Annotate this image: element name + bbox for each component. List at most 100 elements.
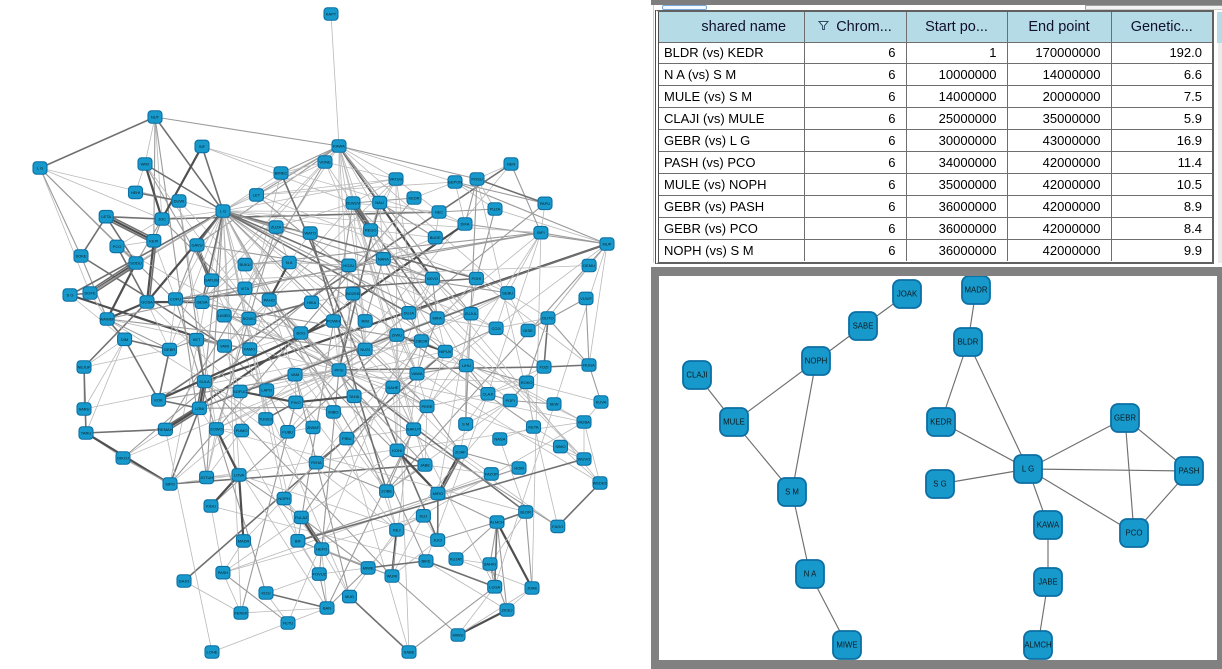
network-node[interactable]: ZICEJ <box>499 603 515 617</box>
network-edge[interactable] <box>165 429 213 653</box>
network-edge[interactable] <box>201 146 466 225</box>
network-node[interactable]: FAZOP <box>483 467 499 481</box>
network-edge[interactable] <box>391 515 424 577</box>
network-node[interactable]: HEC <box>431 205 447 219</box>
network-node[interactable]: JABE <box>1033 567 1063 597</box>
network-node[interactable]: DUJ <box>415 508 431 523</box>
network-edge[interactable] <box>457 586 496 636</box>
detail-network-view[interactable]: JOAK SABE NOPH CLAJI MULE S M N A MIWE MADR BLDR K… <box>659 276 1217 660</box>
network-edge[interactable] <box>527 297 587 331</box>
network-edge[interactable] <box>454 181 546 204</box>
network-edge[interactable] <box>85 428 166 434</box>
network-edge[interactable] <box>199 408 328 609</box>
network-node[interactable]: MIWE <box>360 561 376 575</box>
network-edge[interactable] <box>495 327 545 368</box>
network-edge[interactable] <box>158 163 512 401</box>
edge-value-cell[interactable]: 11.4 <box>1110 150 1212 174</box>
network-edge[interactable] <box>585 298 590 366</box>
network-node[interactable]: MIRO <box>430 486 446 501</box>
network-edge[interactable] <box>175 232 541 300</box>
network-node[interactable]: LIMED <box>216 308 232 323</box>
network-edge[interactable] <box>215 226 277 430</box>
network-node[interactable]: PASH <box>215 565 231 580</box>
network-node[interactable]: KUVA <box>593 395 609 409</box>
network-node[interactable]: KEDR <box>406 191 422 205</box>
network-edge[interactable] <box>338 145 478 180</box>
edge-value-cell[interactable]: 6.6 <box>1110 63 1212 87</box>
network-node[interactable]: ZIWU <box>389 328 405 342</box>
network-edge[interactable] <box>143 163 164 220</box>
network-node[interactable]: DUJA <box>401 305 417 320</box>
network-node[interactable]: KET <box>189 332 205 347</box>
network-node[interactable]: ROKO <box>519 375 535 390</box>
network-edge[interactable] <box>526 381 602 403</box>
network-edge[interactable] <box>391 539 438 577</box>
network-node[interactable]: KEDR <box>926 407 956 437</box>
network-node[interactable]: BOG <box>293 326 309 340</box>
network-edge[interactable] <box>244 287 340 371</box>
network-node[interactable]: POWIH <box>325 314 342 328</box>
network-node[interactable]: LOHE <box>204 645 220 659</box>
network-edge[interactable] <box>222 210 242 614</box>
network-edge[interactable] <box>455 558 533 589</box>
network-edge[interactable] <box>338 366 545 371</box>
network-edge[interactable] <box>316 462 387 492</box>
network-edge[interactable] <box>460 451 520 469</box>
network-node[interactable]: DUTO <box>540 311 556 325</box>
network-edge[interactable] <box>195 339 206 382</box>
edge-table-row[interactable]: MULE (vs) NOPH 6 35000000 42000000 10.5 <box>659 172 1212 196</box>
network-edge[interactable] <box>175 298 422 342</box>
edge-value-cell[interactable]: 20000000 <box>1006 85 1112 109</box>
network-node[interactable]: KUJAT <box>448 552 464 566</box>
network-edge[interactable] <box>169 408 201 485</box>
network-node[interactable]: SIF <box>194 139 210 154</box>
network-node[interactable]: HEN <box>503 157 519 171</box>
network-node[interactable]: KEPI <box>146 234 162 248</box>
edge-value-cell[interactable]: 6 <box>803 63 907 87</box>
network-edge[interactable] <box>238 474 438 541</box>
edge-value-cell[interactable]: 35000000 <box>1006 107 1112 131</box>
network-node[interactable]: JOAK <box>892 279 922 309</box>
network-node[interactable]: ZUZA <box>268 220 284 234</box>
network-edge[interactable] <box>174 244 198 300</box>
network-node[interactable]: S G <box>925 469 955 499</box>
edge-value-cell[interactable]: 9.9 <box>1110 238 1212 261</box>
network-node[interactable]: ZOWO <box>208 422 224 436</box>
network-node[interactable]: LETA <box>98 209 114 224</box>
network-edge[interactable] <box>158 369 340 401</box>
network-node[interactable]: SAHIG <box>482 557 498 571</box>
network-node[interactable]: NALI <box>372 195 388 210</box>
network-edge[interactable] <box>222 210 299 541</box>
network-node[interactable]: KAPT <box>323 7 339 21</box>
network-node[interactable]: REJ <box>389 523 405 537</box>
network-node[interactable]: FEHA <box>308 455 324 470</box>
network-edge[interactable] <box>338 145 472 315</box>
network-edge[interactable] <box>352 293 585 423</box>
edge-table-row[interactable]: GEBR (vs) PASH 6 36000000 42000000 8.9 <box>659 194 1212 218</box>
network-node[interactable]: FENEK <box>233 606 249 620</box>
network-edge[interactable] <box>83 366 87 434</box>
network-edge[interactable] <box>83 349 170 368</box>
network-edge[interactable] <box>445 327 497 353</box>
network-node[interactable]: VUVIF <box>578 291 594 306</box>
network-edge[interactable] <box>266 351 446 391</box>
network-edge[interactable] <box>425 560 508 611</box>
edge-value-cell[interactable]: 10.5 <box>1110 172 1212 196</box>
network-node[interactable]: CLAJI <box>682 360 712 390</box>
network-edge[interactable] <box>413 232 542 430</box>
network-node[interactable]: MADR <box>235 534 252 548</box>
network-node[interactable]: BLDR <box>518 505 534 519</box>
network-edge[interactable] <box>383 258 585 460</box>
network-edge[interactable] <box>547 317 590 366</box>
network-node[interactable]: DISE <box>520 323 536 338</box>
network-node[interactable]: GOSA <box>139 295 155 309</box>
detail-network-canvas[interactable]: JOAK SABE NOPH CLAJI MULE S M N A MIWE MADR BLDR K… <box>659 276 1217 660</box>
network-node[interactable]: DEMU <box>581 258 597 273</box>
network-edge[interactable] <box>183 580 242 614</box>
edge-value-cell[interactable]: 25000000 <box>905 107 1008 131</box>
network-edge[interactable] <box>222 210 433 280</box>
network-edge[interactable] <box>967 341 1029 470</box>
network-edge[interactable] <box>436 232 542 319</box>
network-node[interactable]: FOVUZ <box>311 567 327 581</box>
network-edge[interactable] <box>1124 417 1135 534</box>
